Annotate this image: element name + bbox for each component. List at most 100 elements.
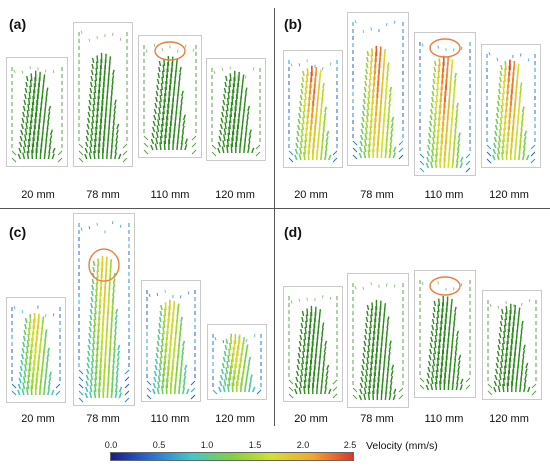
velocity-arrow bbox=[158, 107, 161, 115]
velocity-arrow bbox=[493, 136, 497, 143]
top-flow-arrow bbox=[222, 339, 225, 344]
velocity-arrow bbox=[301, 76, 305, 83]
velocity-arrow bbox=[369, 320, 372, 329]
velocity-arrow bbox=[179, 327, 182, 335]
velocity-arrow bbox=[180, 96, 184, 103]
velocity-arrow bbox=[303, 332, 307, 341]
velocity-arrow bbox=[320, 333, 324, 341]
quadrant-d-label: (d) bbox=[284, 224, 302, 240]
velocity-arrow bbox=[178, 72, 182, 79]
velocity-arrow bbox=[368, 84, 371, 93]
velocity-arrow bbox=[92, 331, 96, 339]
velocity-arrow bbox=[157, 72, 161, 79]
velocity-arrow bbox=[504, 62, 507, 71]
velocity-arrow bbox=[182, 114, 186, 121]
velocity-arrow bbox=[503, 324, 506, 333]
panel-a-110mm bbox=[138, 35, 202, 158]
velocity-arrow bbox=[48, 140, 52, 148]
velocity-arrow bbox=[20, 123, 24, 130]
velocity-arrow bbox=[323, 351, 326, 359]
velocity-arrow bbox=[431, 90, 435, 97]
velocity-arrow bbox=[242, 74, 245, 82]
velocity-arrow bbox=[177, 303, 180, 311]
velocity-arrow bbox=[430, 336, 434, 343]
velocity-arrow bbox=[247, 146, 250, 154]
velocity-arrow bbox=[458, 354, 462, 361]
velocity-arrow bbox=[157, 328, 161, 335]
velocity-arrow bbox=[113, 343, 116, 351]
top-flow-arrow bbox=[520, 53, 522, 57]
velocity-arrow bbox=[300, 82, 304, 89]
velocity-arrow bbox=[435, 153, 438, 163]
velocity-arrow bbox=[359, 146, 363, 153]
velocity-arrow bbox=[96, 270, 99, 279]
velocity-arrow bbox=[325, 375, 329, 383]
velocity-arrow bbox=[435, 375, 438, 385]
panel-frame bbox=[138, 35, 202, 158]
velocity-arrow bbox=[432, 359, 436, 367]
velocity-arrow bbox=[294, 148, 299, 155]
velocity-arrow bbox=[228, 126, 231, 136]
velocity-arrow bbox=[527, 386, 531, 393]
recirculation-arrow bbox=[352, 394, 358, 400]
velocity-arrow bbox=[48, 371, 52, 378]
recirculation-arrow bbox=[465, 167, 471, 173]
velocity-arrow bbox=[47, 116, 50, 124]
velocity-arrow bbox=[18, 147, 22, 154]
velocity-arrow bbox=[500, 355, 504, 363]
velocity-arrow bbox=[161, 117, 164, 127]
velocity-arrow bbox=[248, 379, 252, 387]
top-flow-arrow bbox=[145, 49, 148, 53]
velocity-arrow bbox=[431, 365, 435, 373]
top-flow-arrow bbox=[362, 29, 365, 34]
velocity-arrow bbox=[118, 386, 123, 393]
velocity-arrow bbox=[111, 301, 115, 309]
recirculation-arrow bbox=[78, 397, 84, 403]
velocity-arrow bbox=[113, 110, 116, 118]
recirculation-arrow bbox=[122, 157, 128, 163]
velocity-arrow bbox=[322, 357, 326, 365]
velocity-arrow bbox=[431, 324, 435, 331]
top-flow-arrow bbox=[245, 75, 247, 79]
velocity-arrow bbox=[392, 394, 396, 401]
velocity-arrow bbox=[503, 127, 506, 137]
velocity-arrow bbox=[505, 150, 508, 161]
panel-frame bbox=[73, 22, 133, 167]
top-flow-arrow bbox=[80, 30, 83, 34]
velocity-arrow bbox=[30, 114, 33, 124]
velocity-arrow bbox=[224, 81, 227, 88]
velocity-arrow bbox=[457, 365, 461, 373]
velocity-arrow bbox=[299, 375, 303, 383]
velocity-arrow bbox=[164, 87, 167, 97]
top-flow-arrow bbox=[52, 313, 55, 317]
velocity-arrow bbox=[360, 122, 365, 129]
panel-frame bbox=[6, 297, 66, 403]
velocity-arrow bbox=[27, 374, 30, 384]
velocity-arrow bbox=[224, 344, 228, 351]
vector-field bbox=[481, 44, 541, 168]
velocity-arrow bbox=[431, 96, 434, 103]
velocity-arrow bbox=[385, 333, 388, 341]
velocity-arrow bbox=[436, 76, 440, 85]
velocity-arrow bbox=[498, 82, 502, 89]
velocity-arrow bbox=[17, 383, 22, 390]
velocity-arrow bbox=[226, 97, 230, 106]
velocity-arrow bbox=[430, 377, 434, 385]
velocity-arrow bbox=[300, 88, 304, 95]
velocity-arrow bbox=[223, 379, 227, 387]
a-col-label-2: 78 mm bbox=[86, 189, 120, 201]
velocity-arrow bbox=[305, 314, 308, 323]
velocity-arrow bbox=[367, 90, 371, 99]
top-flow-arrow bbox=[393, 284, 396, 288]
velocity-arrow bbox=[24, 323, 27, 330]
velocity-arrow bbox=[109, 264, 112, 273]
velocity-arrow bbox=[502, 139, 505, 149]
velocity-arrow bbox=[429, 348, 433, 355]
vortex-highlight-ellipse bbox=[429, 38, 461, 58]
velocity-arrow bbox=[25, 116, 29, 124]
velocity-arrow bbox=[245, 372, 249, 381]
velocity-arrow bbox=[388, 392, 392, 401]
velocity-arrow bbox=[390, 375, 394, 383]
velocity-arrow bbox=[506, 382, 509, 393]
velocity-arrow bbox=[522, 344, 526, 351]
